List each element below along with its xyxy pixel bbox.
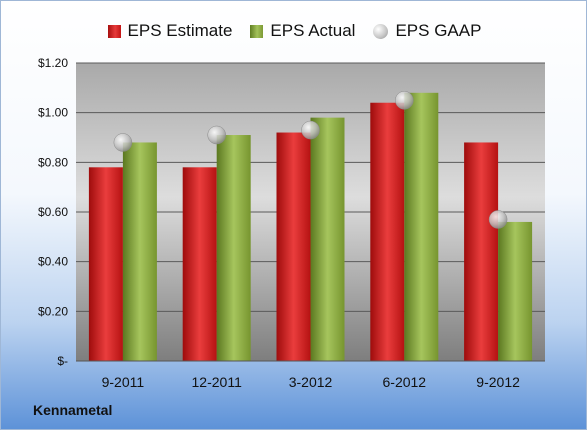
x-tick-label: 9-2011 — [102, 374, 145, 390]
y-axis-ticks: $- $0.20 $0.40 $0.60 $0.80 $1.00 $1.20 — [38, 56, 68, 368]
actual-bar — [122, 142, 157, 361]
x-tick-label: 6-2012 — [383, 374, 427, 390]
actual-bar — [498, 221, 533, 361]
estimate-bar — [88, 167, 123, 361]
x-tick-label: 3-2012 — [289, 374, 333, 390]
legend-item-estimate: EPS Estimate — [107, 21, 233, 41]
legend-label-actual: EPS Actual — [270, 21, 356, 40]
x-tick-label: 12-2011 — [192, 374, 243, 390]
gaap-point — [207, 125, 226, 145]
legend-item-gaap: EPS GAAP — [373, 21, 481, 41]
legend-label-estimate: EPS Estimate — [127, 21, 233, 40]
actual-bar — [310, 117, 345, 361]
legend-swatch-gaap — [373, 23, 389, 39]
gaap-point — [488, 210, 508, 229]
estimate-bar — [182, 167, 217, 361]
chart-legend: EPS Estimate EPS Actual EPS GAAP — [1, 18, 587, 44]
gaap-point — [301, 120, 320, 140]
legend-swatch-actual — [250, 24, 264, 38]
legend-swatch-estimate — [107, 24, 121, 38]
y-tick-label: $- — [57, 354, 68, 368]
estimate-bar — [276, 132, 311, 361]
y-tick-label: $0.20 — [38, 304, 68, 318]
y-tick-label: $0.80 — [38, 155, 68, 169]
company-name: Kennametal — [33, 402, 113, 418]
x-tick-label: 9-2012 — [476, 374, 520, 390]
actual-bar — [216, 135, 251, 361]
gaap-points — [113, 91, 508, 229]
y-tick-label: $0.60 — [38, 205, 68, 219]
gaap-point — [395, 91, 414, 110]
y-tick-label: $0.40 — [38, 255, 68, 269]
actual-bar — [404, 92, 439, 362]
estimate-bar — [464, 142, 499, 361]
x-axis-ticks: 9-2011 12-2011 3-2012 6-2012 9-2012 — [102, 374, 520, 390]
bars — [88, 92, 533, 362]
gaap-point — [113, 133, 133, 152]
estimate-bar — [370, 102, 405, 361]
y-tick-label: $1.00 — [38, 106, 68, 120]
legend-label-gaap: EPS GAAP — [395, 21, 482, 40]
y-tick-label: $1.20 — [38, 56, 68, 70]
legend-item-actual: EPS Actual — [250, 21, 355, 41]
